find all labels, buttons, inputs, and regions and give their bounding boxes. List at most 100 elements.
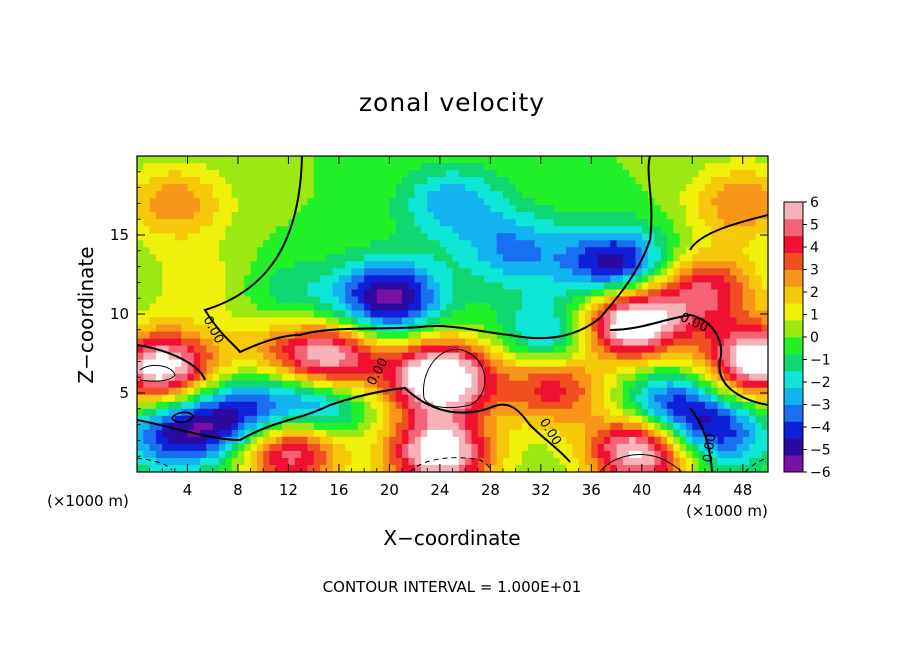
heatmap-cell bbox=[168, 261, 176, 269]
heatmap-cell bbox=[496, 247, 504, 255]
heatmap-cell bbox=[137, 317, 144, 326]
heatmap-cell bbox=[155, 268, 163, 276]
heatmap-cell bbox=[761, 436, 768, 445]
heatmap-cell bbox=[275, 352, 283, 361]
heatmap-cell bbox=[402, 450, 409, 459]
heatmap-cell bbox=[256, 198, 264, 206]
heatmap-cell bbox=[155, 457, 163, 466]
heatmap-cell bbox=[667, 331, 674, 340]
heatmap-cell bbox=[635, 163, 643, 171]
heatmap-cell bbox=[288, 268, 296, 276]
heatmap-cell bbox=[723, 191, 731, 199]
heatmap-cell bbox=[345, 450, 353, 459]
heatmap-cell bbox=[244, 415, 252, 424]
heatmap-cell bbox=[591, 163, 599, 171]
heatmap-cell bbox=[256, 380, 264, 389]
heatmap-cell bbox=[603, 324, 611, 333]
heatmap-cell bbox=[667, 254, 674, 262]
heatmap-cell bbox=[452, 198, 460, 206]
heatmap-cell bbox=[439, 359, 447, 368]
heatmap-cell bbox=[332, 387, 340, 396]
heatmap-cell bbox=[490, 275, 498, 283]
heatmap-cell bbox=[357, 331, 365, 340]
heatmap-cell bbox=[673, 408, 681, 417]
heatmap-cell bbox=[547, 205, 555, 213]
heatmap-cell bbox=[635, 233, 643, 241]
heatmap-cell bbox=[345, 457, 353, 466]
heatmap-cell bbox=[256, 254, 264, 262]
heatmap-cell bbox=[376, 317, 384, 326]
heatmap-cell bbox=[231, 219, 239, 227]
heatmap-cell bbox=[648, 310, 656, 319]
heatmap-cell bbox=[332, 170, 340, 178]
heatmap-cell bbox=[275, 387, 283, 396]
heatmap-cell bbox=[149, 331, 157, 340]
heatmap-cell bbox=[509, 191, 517, 199]
heatmap-cell bbox=[547, 422, 555, 431]
heatmap-cell bbox=[736, 156, 744, 164]
heatmap-cell bbox=[471, 303, 479, 312]
heatmap-cell bbox=[389, 394, 397, 403]
heatmap-cell bbox=[181, 429, 189, 438]
heatmap-cell bbox=[370, 226, 378, 234]
heatmap-cell bbox=[345, 436, 353, 445]
heatmap-cell bbox=[736, 408, 744, 417]
heatmap-cell bbox=[540, 191, 548, 199]
heatmap-cell bbox=[578, 331, 586, 340]
heatmap-cell bbox=[351, 275, 359, 283]
heatmap-cell bbox=[446, 331, 454, 340]
colorbar-swatch bbox=[784, 387, 803, 405]
heatmap-cell bbox=[685, 366, 693, 375]
heatmap-cell bbox=[389, 184, 397, 192]
heatmap-cell bbox=[477, 268, 485, 276]
heatmap-cell bbox=[679, 366, 687, 375]
heatmap-cell bbox=[307, 394, 315, 403]
heatmap-cell bbox=[509, 233, 517, 241]
heatmap-cell bbox=[427, 345, 435, 354]
heatmap-cell bbox=[357, 282, 365, 291]
heatmap-cell bbox=[654, 289, 662, 298]
heatmap-cell bbox=[225, 366, 233, 375]
heatmap-cell bbox=[465, 226, 473, 234]
heatmap-cell bbox=[439, 450, 447, 459]
heatmap-cell bbox=[200, 464, 208, 472]
heatmap-cell bbox=[181, 296, 189, 305]
heatmap-cell bbox=[143, 156, 151, 164]
heatmap-cell bbox=[301, 303, 308, 312]
heatmap-cell bbox=[187, 156, 195, 164]
heatmap-cell bbox=[515, 233, 523, 241]
heatmap-cell bbox=[629, 296, 637, 305]
heatmap-cell bbox=[237, 450, 245, 459]
heatmap-cell bbox=[168, 380, 176, 389]
heatmap-cell bbox=[143, 163, 151, 171]
heatmap-cell bbox=[572, 156, 580, 164]
heatmap-cell bbox=[212, 205, 220, 213]
heatmap-cell bbox=[585, 422, 592, 431]
heatmap-cell bbox=[484, 261, 491, 269]
heatmap-cell bbox=[162, 443, 170, 452]
heatmap-cell bbox=[168, 310, 176, 319]
heatmap-cell bbox=[458, 436, 466, 445]
heatmap-cell bbox=[187, 191, 195, 199]
heatmap-cell bbox=[250, 240, 258, 248]
heatmap-cell bbox=[629, 443, 637, 452]
heatmap-cell bbox=[338, 275, 346, 283]
heatmap-cell bbox=[685, 345, 693, 354]
heatmap-cell bbox=[326, 380, 334, 389]
heatmap-cell bbox=[452, 247, 460, 255]
heatmap-cell bbox=[143, 303, 151, 312]
heatmap-cell bbox=[237, 254, 245, 262]
heatmap-cell bbox=[761, 198, 768, 206]
heatmap-cell bbox=[761, 317, 768, 326]
heatmap-cell bbox=[364, 359, 372, 368]
heatmap-cell bbox=[610, 436, 618, 445]
heatmap-cell bbox=[477, 184, 485, 192]
heatmap-cell bbox=[572, 415, 580, 424]
heatmap-cell bbox=[622, 401, 630, 410]
heatmap-cell bbox=[294, 422, 302, 431]
heatmap-cell bbox=[578, 380, 586, 389]
heatmap-cell bbox=[749, 331, 756, 340]
heatmap-cell bbox=[332, 205, 340, 213]
heatmap-cell bbox=[307, 443, 315, 452]
heatmap-cell bbox=[414, 303, 422, 312]
